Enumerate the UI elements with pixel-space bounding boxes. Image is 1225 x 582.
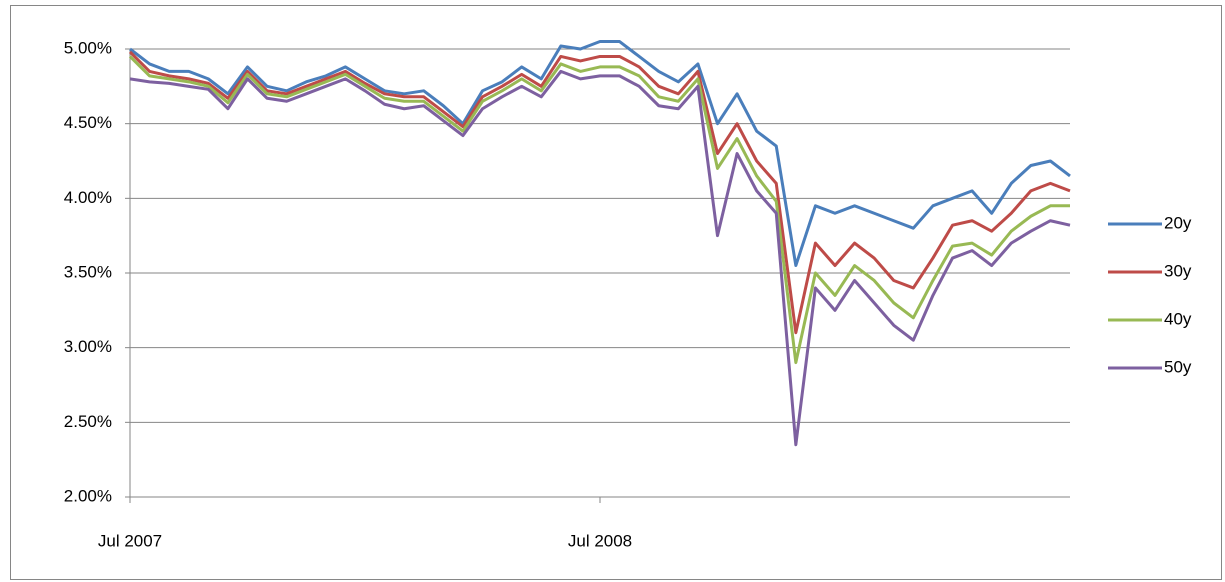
legend-label: 50y [1164,357,1192,376]
legend-label: 30y [1164,261,1192,280]
y-tick-label: 5.00% [64,38,112,57]
series-line [129,40,1071,268]
legend-label: 20y [1164,213,1192,232]
x-tick-label: Jul 2008 [568,531,632,550]
y-tick-label: 3.00% [64,337,112,356]
series-line [129,69,1071,447]
y-tick-label: 2.50% [64,412,112,431]
chart-border [10,5,1222,580]
y-tick-label: 3.50% [64,262,112,281]
y-tick-label: 4.00% [64,188,112,207]
legend-label: 40y [1164,309,1192,328]
y-tick-label: 4.50% [64,113,112,132]
y-tick-label: 2.00% [64,486,112,505]
series-line [128,50,1071,335]
x-tick-label: Jul 2007 [98,531,162,550]
series-line [128,55,1070,365]
